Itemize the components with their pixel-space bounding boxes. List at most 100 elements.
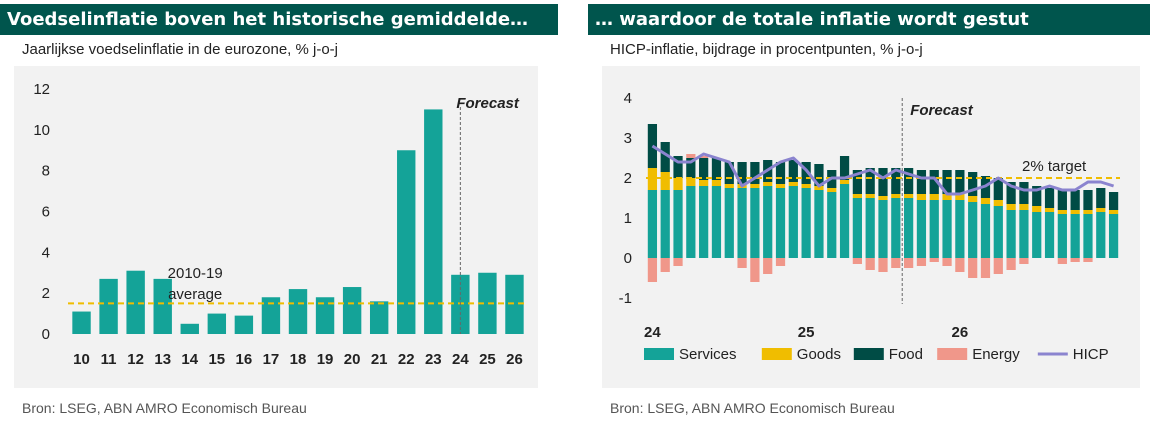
bar-energy — [750, 258, 760, 282]
bar-energy — [968, 258, 978, 278]
legend-label-services: Services — [679, 346, 737, 363]
x-tick-label: 17 — [263, 351, 280, 368]
bar-goods — [968, 196, 978, 202]
bar — [397, 150, 416, 334]
x-tick-label: 14 — [181, 351, 198, 368]
x-tick-label: 25 — [479, 351, 496, 368]
bar-energy — [763, 258, 773, 274]
bar-services — [942, 200, 952, 258]
bar-goods — [1057, 210, 1067, 214]
bar-services — [801, 188, 811, 258]
x-tick-label: 15 — [208, 351, 225, 368]
bar-energy — [737, 258, 747, 268]
average-label: 2010-19 — [168, 265, 223, 282]
bar — [153, 278, 172, 334]
bar — [424, 109, 443, 334]
bar-energy — [647, 258, 658, 282]
bar-services — [1096, 212, 1106, 258]
left-chart-title: Voedselinflatie boven het historische ge… — [0, 4, 558, 35]
bar-food — [673, 156, 683, 178]
bar-services — [763, 186, 773, 258]
bar-goods — [686, 178, 696, 186]
bar-services — [916, 200, 927, 258]
bar-goods — [1083, 210, 1093, 214]
bar-services — [750, 188, 760, 258]
bar-goods — [827, 188, 837, 192]
bar-goods — [1019, 204, 1029, 210]
bar-services — [968, 202, 978, 258]
y-tick-label: 4 — [42, 244, 50, 261]
bar-goods — [750, 184, 760, 188]
right-chart-title: … waardoor de totale inflatie wordt gest… — [588, 4, 1150, 35]
right-chart-source: Bron: LSEG, ABN AMRO Economisch Bureau — [610, 400, 895, 416]
x-tick-label: 11 — [101, 351, 117, 368]
left-plot-area: 0 2 4 6 8 10 12 10 11 12 13 14 15 16 17 18 19 20 21 22 23 24 2… — [14, 66, 538, 388]
bar-goods — [763, 182, 773, 186]
legend-swatch-services — [644, 348, 674, 360]
legend-swatch-food — [853, 348, 884, 360]
bar-goods — [1032, 206, 1042, 212]
bar — [288, 289, 308, 334]
x-tick-label: 18 — [290, 351, 307, 368]
bar-services — [993, 206, 1003, 258]
bar-services — [711, 186, 722, 258]
y-tick-label: -1 — [619, 290, 632, 307]
bar-energy — [775, 258, 786, 266]
left-chart-subtitle: Jaarlijkse voedselinflatie in de eurozon… — [22, 41, 338, 58]
bar-food — [814, 164, 824, 186]
y-tick-label: 1 — [624, 210, 632, 227]
bar-food — [1032, 186, 1042, 206]
bar-services — [865, 198, 875, 258]
bar-goods — [1006, 204, 1016, 210]
bar — [342, 287, 362, 334]
legend-label-hicp: HICP — [1073, 346, 1109, 363]
bar-energy — [980, 258, 991, 278]
bar-goods — [916, 194, 927, 200]
bar-services — [686, 186, 696, 258]
bar-energy — [916, 258, 927, 266]
bar-food — [1019, 182, 1029, 204]
x-tick-label: 24 — [452, 351, 469, 368]
bar-services — [827, 192, 837, 258]
y-tick-label: 0 — [42, 326, 50, 343]
bar-goods — [942, 194, 952, 200]
target-label: 2% target — [1022, 158, 1087, 175]
x-tick-label: 24 — [644, 324, 661, 341]
bar-food — [1057, 190, 1067, 210]
bar-energy — [942, 258, 952, 266]
bar-goods — [1096, 208, 1106, 212]
y-tick-label: 0 — [624, 250, 632, 267]
bar — [126, 270, 145, 334]
bar-services — [673, 190, 683, 258]
bar-energy — [1057, 258, 1067, 264]
bar-services — [788, 186, 798, 258]
bar-food — [1044, 188, 1055, 208]
bar-energy — [699, 156, 709, 158]
y-tick-label: 2 — [42, 285, 50, 302]
bar-goods — [1070, 210, 1080, 214]
bar-food — [660, 142, 670, 172]
bar-energy — [993, 258, 1003, 274]
bar-energy — [660, 258, 670, 272]
bar-energy — [1006, 258, 1016, 270]
x-tick-label: 26 — [506, 351, 523, 368]
bar-services — [929, 200, 939, 258]
bar — [72, 311, 91, 334]
bar-services — [775, 188, 786, 258]
x-tick-label: 13 — [154, 351, 171, 368]
bar-services — [891, 198, 901, 258]
x-tick-label: 26 — [952, 324, 969, 341]
bar-energy — [891, 258, 901, 268]
bar-services — [839, 184, 850, 258]
right-chart-panel: … waardoor de totale inflatie wordt gest… — [588, 0, 1150, 422]
bar-goods — [647, 168, 658, 190]
bar-food — [647, 124, 658, 168]
x-tick-label: 25 — [798, 324, 815, 341]
y-tick-label: 10 — [33, 122, 50, 139]
bar-energy — [1019, 258, 1029, 264]
bar-goods — [801, 184, 811, 188]
x-tick-label: 12 — [127, 351, 144, 368]
bar-services — [724, 188, 734, 258]
hicp-contribution-chart: -1 0 1 2 3 4 2% target Forecast 24 25 26 Services Go… — [619, 90, 1120, 363]
bar-goods — [814, 186, 824, 190]
